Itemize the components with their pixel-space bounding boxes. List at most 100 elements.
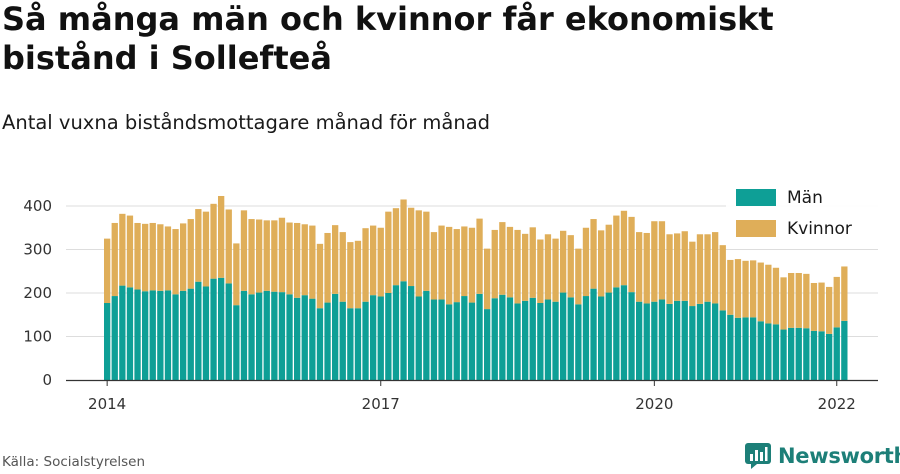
bar-woman — [810, 282, 818, 331]
bar-woman — [712, 232, 719, 304]
x-tick-label: 2020 — [635, 395, 673, 413]
bar-woman — [240, 210, 248, 291]
bar-man — [529, 297, 536, 380]
y-tick-label: 300 — [23, 241, 52, 259]
bar-woman — [803, 273, 810, 329]
bar-man — [332, 293, 339, 380]
bar-man — [324, 302, 331, 380]
bar-man — [506, 297, 514, 380]
x-tick-label: 2017 — [362, 395, 400, 413]
bar-woman — [111, 222, 118, 297]
bar-man — [628, 292, 635, 380]
bar-woman — [567, 235, 574, 298]
bar-man — [514, 303, 521, 380]
bar-man — [233, 305, 240, 380]
bar-woman — [643, 232, 650, 304]
bar-man — [613, 287, 620, 380]
bar-man — [370, 295, 377, 380]
bar-man — [430, 299, 438, 380]
bar-man — [157, 290, 164, 380]
bar-woman — [233, 243, 240, 306]
bar-woman — [833, 276, 840, 328]
legend: Män Kvinnor — [726, 183, 878, 241]
bar-woman — [529, 227, 536, 298]
bar-man — [377, 296, 384, 380]
bar-woman — [180, 223, 187, 291]
bar-woman — [544, 234, 552, 300]
bar-man — [575, 304, 582, 380]
bar-man — [301, 295, 308, 380]
bar-man — [164, 290, 172, 380]
bar-woman — [651, 221, 658, 302]
bar-woman — [491, 229, 498, 299]
bar-man — [605, 292, 612, 380]
bar-woman — [461, 226, 468, 297]
bar-man — [598, 296, 605, 380]
bar-woman — [560, 230, 567, 293]
bar-man — [666, 303, 673, 380]
source-note: Källa: Socialstyrelsen — [2, 454, 146, 470]
bar-woman — [636, 232, 643, 302]
bar-woman — [674, 233, 681, 301]
bar-woman — [742, 260, 749, 318]
bar-man — [765, 323, 772, 380]
bar-woman — [134, 222, 141, 290]
bar-woman — [104, 238, 111, 304]
bar-woman — [446, 226, 453, 305]
bar-woman — [256, 219, 263, 293]
bar-man — [803, 328, 810, 380]
bar-man — [362, 301, 369, 380]
bar-man — [696, 303, 704, 380]
bar-man — [111, 296, 118, 380]
bar-woman — [400, 199, 407, 282]
bar-woman — [271, 220, 278, 292]
bar-woman — [658, 221, 666, 300]
bar-man — [263, 290, 270, 380]
bar-man — [218, 277, 225, 380]
bar-man — [841, 320, 848, 380]
bar-man — [476, 293, 483, 380]
legend-swatch — [736, 220, 776, 237]
bar-man — [484, 309, 491, 380]
bar-woman — [415, 210, 422, 297]
bar-woman — [218, 195, 225, 278]
bar-woman — [263, 220, 270, 291]
bar-man — [126, 287, 134, 380]
bar-man — [142, 291, 149, 380]
bar-man — [826, 333, 833, 380]
bar-man — [210, 278, 217, 380]
bar-woman — [484, 248, 491, 310]
bar-woman — [278, 217, 286, 293]
bar-man — [278, 292, 286, 380]
bar-man — [438, 299, 445, 380]
bar-man — [271, 291, 278, 380]
bar-woman — [788, 272, 795, 328]
bar-woman — [187, 219, 194, 289]
bar-woman — [757, 262, 764, 322]
bar-woman — [506, 226, 514, 298]
bar-woman — [620, 210, 628, 286]
bar-man — [400, 281, 407, 380]
bar-woman — [294, 222, 301, 298]
bar-woman — [286, 222, 293, 295]
bar-woman — [438, 225, 445, 300]
bar-man — [392, 285, 400, 380]
bar-woman — [119, 213, 126, 286]
newsworthy-logo[interactable]: Newsworthy — [744, 441, 900, 471]
bar-woman — [408, 207, 415, 287]
bar-woman — [476, 218, 483, 294]
bar-man — [415, 296, 422, 380]
bar-woman — [354, 240, 362, 309]
bar-woman — [164, 226, 172, 291]
bar-man — [560, 292, 567, 380]
bar-man — [537, 303, 544, 380]
bar-man — [248, 294, 255, 380]
bar-man — [757, 321, 764, 380]
bar-man — [202, 286, 210, 380]
bar-man — [354, 308, 362, 380]
bar-woman — [347, 242, 354, 309]
bar-man — [468, 302, 476, 380]
bar-woman — [225, 209, 232, 284]
x-tick-label: 2022 — [818, 395, 856, 413]
bar-man — [134, 289, 141, 380]
